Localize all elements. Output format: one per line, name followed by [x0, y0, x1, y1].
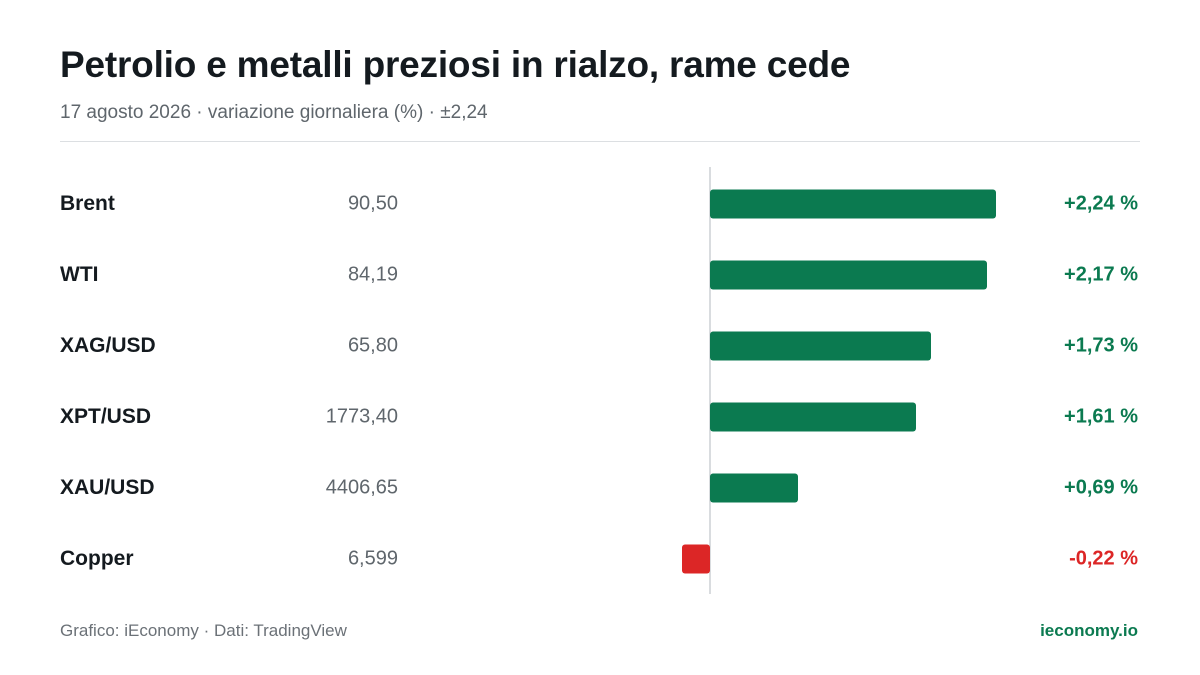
source-credit: Grafico: iEconomy · Dati: TradingView [60, 621, 347, 640]
value-label: +1,73 % [1064, 334, 1138, 357]
category-label: WTI [60, 263, 99, 286]
price-label: 6,599 [347, 547, 398, 570]
price-label: 1773,40 [325, 405, 398, 428]
value-label: +2,24 % [1064, 192, 1138, 215]
bar [710, 473, 799, 503]
price-label: 4406,65 [325, 476, 398, 499]
chart-subtitle: 17 agosto 2026 · variazione giornaliera … [60, 102, 488, 123]
category-label: XAG/USD [60, 334, 156, 357]
value-label: +0,69 % [1064, 476, 1138, 499]
bar [710, 260, 988, 290]
bar [681, 544, 710, 574]
category-label: XAU/USD [60, 476, 155, 499]
value-label: +2,17 % [1064, 263, 1138, 286]
value-label: +1,61 % [1064, 405, 1138, 428]
category-label: Brent [60, 192, 115, 215]
brand-link[interactable]: ieconomy.io [1040, 621, 1138, 640]
bar [710, 331, 931, 361]
price-label: 84,19 [347, 263, 398, 286]
zero-axis-line [709, 167, 711, 594]
bar [710, 402, 916, 432]
category-label: Copper [60, 547, 134, 570]
value-label: -0,22 % [1069, 547, 1138, 570]
header-divider [60, 141, 1140, 142]
price-label: 90,50 [347, 192, 398, 215]
price-label: 65,80 [347, 334, 398, 357]
chart-title: Petrolio e metalli preziosi in rialzo, r… [60, 44, 851, 85]
bar [710, 189, 996, 219]
category-label: XPT/USD [60, 405, 152, 428]
